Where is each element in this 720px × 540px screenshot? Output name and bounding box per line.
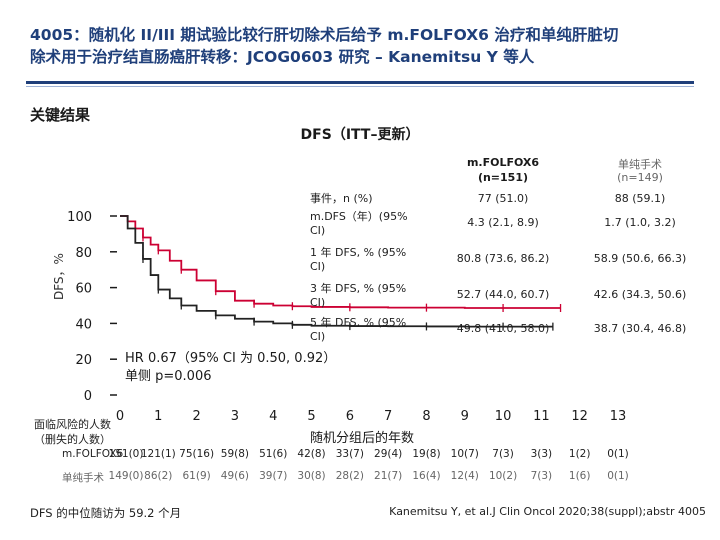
y-tick-label: 80 <box>75 246 92 261</box>
hr-annotation-line1: HR 0.67（95% CI 为 0.50, 0.92） <box>125 351 337 366</box>
table-row-label: 5 年 DFS, % (95% CI) <box>310 316 407 343</box>
results-table: m.FOLFOX6 (n=151) 单纯手术 (n=149) 事件，n (%) … <box>310 152 710 352</box>
risk-label-line1: 面临风险的人数 <box>34 418 111 431</box>
risk-arm-label: m.FOLFOX6 <box>62 448 124 460</box>
risk-cell: 10(2) <box>488 470 518 482</box>
table-cell: 49.8 (41.0, 58.0) <box>456 322 550 335</box>
risk-cell: 61(9) <box>182 470 211 482</box>
risk-cell: 75(16) <box>179 448 215 460</box>
risk-cell: 19(8) <box>412 448 441 460</box>
x-tick-label: 7 <box>384 409 392 424</box>
title-line-1: 4005：随机化 II/III 期试验比较行肝切除术后给予 m.FOLFOX6 … <box>30 26 619 44</box>
y-axis-label: DFS，% <box>52 253 66 300</box>
slide-title: 4005：随机化 II/III 期试验比较行肝切除术后给予 m.FOLFOX6 … <box>30 24 710 68</box>
table-row-label: 3 年 DFS, % (95% CI) <box>310 282 407 309</box>
x-tick-label: 12 <box>571 409 588 424</box>
km-curve-surgery <box>120 215 553 328</box>
km-curve-folfox <box>120 215 561 309</box>
risk-cell: 59(8) <box>220 448 250 460</box>
col-header-folfox: m.FOLFOX6 <box>466 156 540 169</box>
y-tick-label: 20 <box>75 353 92 368</box>
hr-annotation: HR 0.67（95% CI 为 0.50, 0.92） 单侧 p=0.006 <box>125 350 336 386</box>
risk-cell: 0(1) <box>607 448 629 460</box>
chart-title: DFS（ITT–更新） <box>300 127 420 143</box>
risk-label-line2: （删失的人数） <box>34 433 111 446</box>
x-tick-label: 11 <box>533 409 550 424</box>
y-tick-label: 100 <box>67 210 92 225</box>
section-label: 关键结果 <box>30 106 91 124</box>
x-tick-label: 6 <box>346 409 354 424</box>
hr-annotation-line2: 单侧 p=0.006 <box>125 369 212 384</box>
y-tick-label: 40 <box>75 317 92 332</box>
risk-cell: 29(4) <box>374 448 403 460</box>
risk-cell: 21(7) <box>374 470 403 482</box>
y-tick-label: 0 <box>84 389 92 404</box>
table-cell: 77 (51.0) <box>477 192 529 205</box>
col-header-folfox-n: (n=151) <box>477 171 529 184</box>
risk-cell: 121(1) <box>140 448 176 460</box>
y-tick-label: 60 <box>75 282 92 297</box>
risk-cell: 3(3) <box>530 448 553 460</box>
risk-cell: 86(2) <box>144 470 173 482</box>
table-cell: 88 (59.1) <box>614 192 666 205</box>
table-row-label: 1 年 DFS, % (95% CI) <box>310 246 407 273</box>
table-cell: 38.7 (30.4, 46.8) <box>593 322 687 335</box>
table-cell: 80.8 (73.6, 86.2) <box>456 252 550 265</box>
risk-cell: 28(2) <box>335 470 364 482</box>
risk-cell: 51(6) <box>259 448 288 460</box>
risk-table-label: 面临风险的人数 （删失的人数） <box>34 417 111 447</box>
footer-followup: DFS 的中位随访为 59.2 个月 <box>30 506 182 520</box>
risk-cell: 1(2) <box>568 448 591 460</box>
risk-cell: 30(8) <box>297 470 326 482</box>
x-tick-label: 3 <box>231 409 239 424</box>
col-header-surgery: 单纯手术 <box>618 158 662 171</box>
x-tick-label: 9 <box>461 409 469 424</box>
risk-cell: 7(3) <box>492 448 514 460</box>
risk-cell: 149(0) <box>108 470 144 482</box>
x-tick-label: 4 <box>269 409 277 424</box>
table-cell: 42.6 (34.3, 50.6) <box>593 288 687 301</box>
risk-cell: 151(0) <box>108 448 144 460</box>
table-row-label: 事件，n (%) <box>310 192 373 205</box>
risk-cell: 16(4) <box>412 470 441 482</box>
x-tick-label: 13 <box>610 409 627 424</box>
x-tick-label: 1 <box>154 409 162 424</box>
x-tick-label: 8 <box>422 409 430 424</box>
risk-cell: 1(6) <box>568 470 591 482</box>
x-tick-label: 10 <box>495 409 512 424</box>
risk-cell: 10(7) <box>450 448 479 460</box>
x-tick-label: 5 <box>307 409 315 424</box>
title-line-2: 除术用于治疗结直肠癌肝转移：JCOG0603 研究 – Kanemitsu Y … <box>30 48 535 66</box>
title-divider <box>26 81 694 84</box>
risk-arm-label: 单纯手术 <box>62 472 104 484</box>
risk-cell: 7(3) <box>530 470 553 482</box>
table-cell: 4.3 (2.1, 8.9) <box>467 216 539 229</box>
risk-cell: 12(4) <box>450 470 479 482</box>
risk-cell: 39(7) <box>259 470 288 482</box>
risk-cell: 33(7) <box>335 448 364 460</box>
risk-cell: 49(6) <box>220 470 250 482</box>
x-tick-label: 0 <box>116 409 124 424</box>
table-cell: 58.9 (50.6, 66.3) <box>593 252 687 265</box>
table-cell: 1.7 (1.0, 3.2) <box>604 216 676 229</box>
risk-cell: 0(1) <box>607 470 629 482</box>
x-tick-label: 2 <box>192 409 200 424</box>
title-divider-thin <box>26 86 694 87</box>
risk-cell: 42(8) <box>297 448 326 460</box>
footer-citation: Kanemitsu Y, et al.J Clin Oncol 2020;38(… <box>389 505 706 518</box>
col-header-surgery-n: (n=149) <box>617 171 663 184</box>
table-cell: 52.7 (44.0, 60.7) <box>456 288 550 301</box>
table-row-label: m.DFS（年）(95% CI) <box>310 210 408 237</box>
x-axis-label: 随机分组后的年数 <box>310 431 415 446</box>
